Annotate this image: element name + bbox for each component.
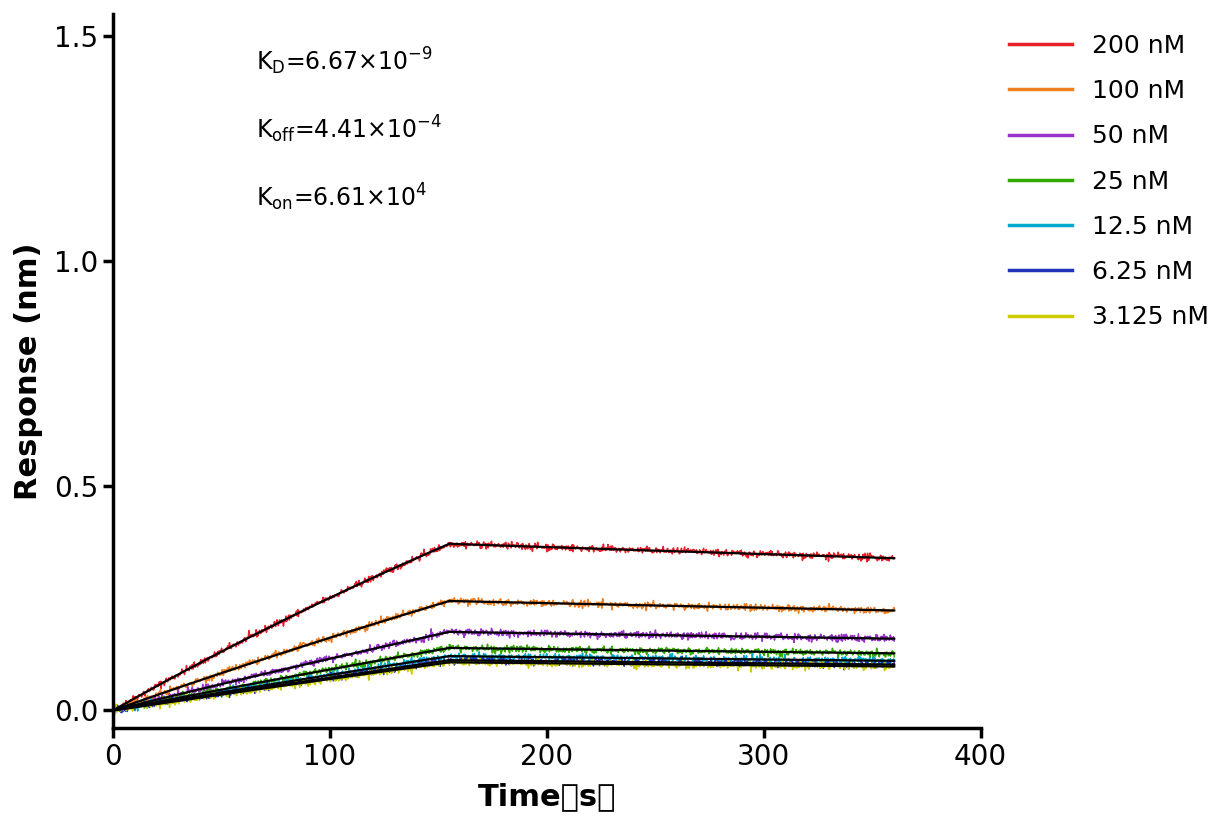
Legend: 200 nM, 100 nM, 50 nM, 25 nM, 12.5 nM, 6.25 nM, 3.125 nM: 200 nM, 100 nM, 50 nM, 25 nM, 12.5 nM, 6…: [1002, 26, 1216, 337]
Text: K$_\mathrm{on}$=6.61×10$^{4}$: K$_\mathrm{on}$=6.61×10$^{4}$: [256, 182, 427, 213]
X-axis label: Time（s）: Time（s）: [478, 782, 616, 811]
Y-axis label: Response (nm): Response (nm): [14, 243, 43, 500]
Text: K$_\mathrm{D}$=6.67×10$^{-9}$: K$_\mathrm{D}$=6.67×10$^{-9}$: [256, 46, 433, 78]
Text: K$_\mathrm{off}$=4.41×10$^{-4}$: K$_\mathrm{off}$=4.41×10$^{-4}$: [256, 114, 442, 145]
